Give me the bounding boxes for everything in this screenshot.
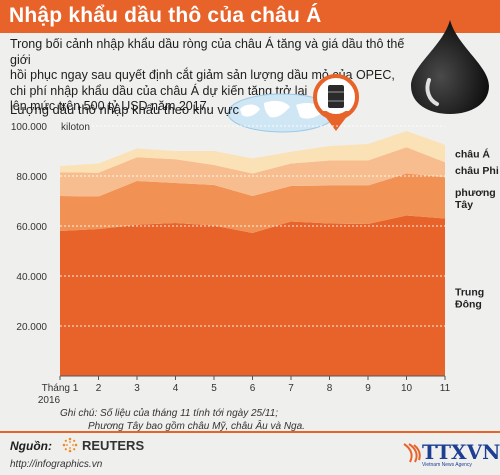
footer-divider [0, 431, 500, 433]
x-tick-label: Tháng 1 [42, 383, 79, 394]
source-label: Nguồn: [10, 439, 52, 453]
x-tick-label: 9 [365, 383, 371, 394]
y-unit-label: kiloton [61, 122, 90, 133]
area-chart: 20.000 40.000 60.000 80.000 100.000 kiloton Th… [11, 122, 499, 406]
logo-subtext: Vietnam News Agency [422, 462, 472, 468]
legend-label: Đông [455, 298, 482, 310]
x-tick-label: 10 [401, 383, 413, 394]
logo-text: TTXVN [422, 440, 500, 464]
page-title: Nhập khẩu dầu thô của châu Á [9, 4, 322, 27]
intro-line: lên mức trên 500 tỷ USD năm 2017. [10, 99, 211, 113]
intro-text: Trong bối cảnh nhập khẩu dầu ròng của ch… [10, 37, 405, 115]
y-tick-label: 40.000 [16, 272, 47, 283]
legend-label: Tây [455, 199, 473, 211]
y-tick-label: 100.000 [11, 122, 48, 133]
area-series-1 [60, 173, 445, 233]
ttxvn-logo: TTXVN Vietnam News Agency [400, 440, 500, 470]
x-tick-label: 5 [211, 383, 217, 394]
x-tick-label: 11 [440, 383, 451, 394]
intro-line: hồi phục ngay sau quyết định cắt giảm sả… [10, 68, 395, 82]
intro-line: chi phí nhập khẩu dầu của châu Á dự kiến… [10, 83, 308, 98]
x-tick-label: 3 [134, 383, 140, 394]
x-tick-label: 4 [173, 383, 179, 394]
intro-line: Trong bối cảnh nhập khẩu dầu ròng của ch… [10, 37, 405, 67]
source-name: REUTERS [82, 437, 145, 453]
reuters-logo-icon [62, 437, 78, 453]
oil-drop-icon [411, 20, 489, 114]
x-tick-label: 2 [96, 383, 102, 394]
x-tick-label: 7 [288, 383, 294, 394]
legend-label: châu Phi [455, 165, 499, 177]
oil-barrel-icon [313, 74, 359, 131]
legend-label: châu Á [455, 148, 490, 161]
reuters-logo: REUTERS [62, 437, 144, 453]
area-series-3 [60, 131, 445, 174]
note-line-1: Ghi chú: Số liệu của tháng 11 tính tới n… [60, 408, 279, 419]
header-bar: Nhập khẩu dầu thô của châu Á [0, 0, 500, 33]
website-link[interactable]: http://infographics.vn [10, 459, 103, 470]
x-tick-label: 6 [250, 383, 256, 394]
area-series-2 [60, 147, 445, 197]
chart-note: Ghi chú: Số liệu của tháng 11 tính tới n… [60, 408, 480, 433]
area-series-0 [60, 215, 445, 376]
legend-label: Trung [455, 286, 484, 298]
y-tick-label: 80.000 [16, 172, 47, 183]
y-tick-label: 60.000 [16, 222, 47, 233]
legend-label: phương [455, 187, 496, 199]
globe-map-icon [227, 74, 359, 133]
ttxvn-logo-icon [403, 443, 421, 463]
chart-title: Lượng dầu thô nhập khẩu theo khu vực [10, 102, 240, 117]
x-tick-label: 8 [327, 383, 333, 394]
note-line-2: Phương Tây bao gồm châu Mỹ, châu Âu và N… [88, 420, 305, 432]
x-tick-label: 2016 [38, 395, 61, 406]
y-tick-label: 20.000 [16, 322, 47, 333]
